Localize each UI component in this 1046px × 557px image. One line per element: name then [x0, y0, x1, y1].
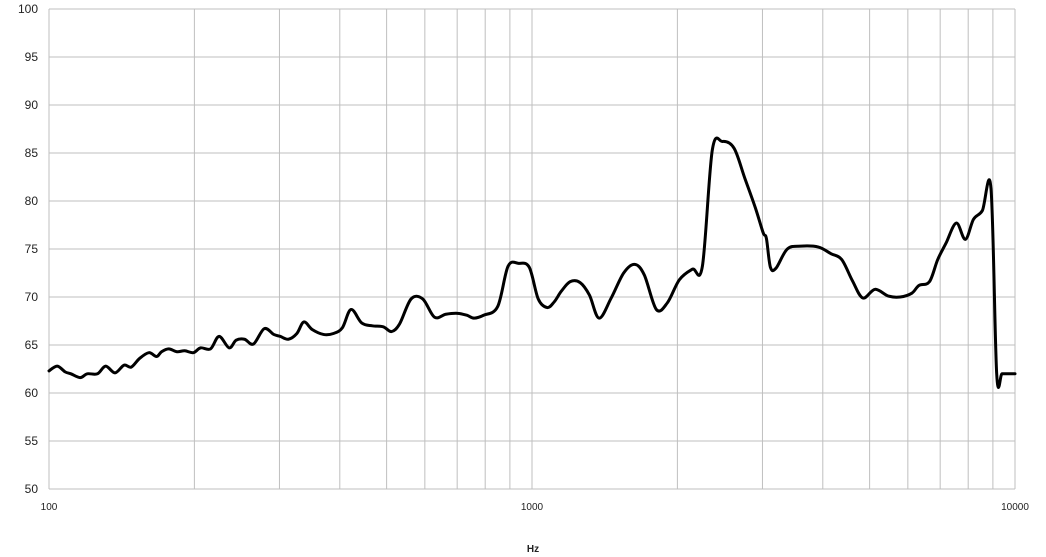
y-tick-label: 100	[18, 2, 38, 16]
y-tick-label: 50	[25, 482, 39, 496]
x-tick-label: 100	[41, 502, 58, 513]
y-tick-label: 65	[25, 338, 39, 352]
y-axis-tick-labels: 50 55 60 65 70 75 80 85 90 95 100	[18, 2, 38, 496]
y-tick-label: 95	[25, 50, 39, 64]
y-tick-label: 75	[25, 242, 39, 256]
x-tick-label: 1000	[521, 502, 544, 513]
series-layer	[47, 136, 1017, 389]
y-tick-label: 85	[25, 146, 39, 160]
y-tick-label: 80	[25, 194, 39, 208]
x-tick-label: 10000	[1001, 502, 1029, 513]
y-tick-label: 70	[25, 290, 39, 304]
y-tick-label: 60	[25, 386, 39, 400]
series-line	[47, 136, 1017, 389]
y-tick-label: 55	[25, 434, 39, 448]
x-axis-tick-labels: 100 1000 10000	[41, 502, 1030, 513]
x-axis-label: Hz	[527, 544, 539, 555]
grid-lines	[48, 8, 1016, 490]
y-tick-label: 90	[25, 98, 39, 112]
